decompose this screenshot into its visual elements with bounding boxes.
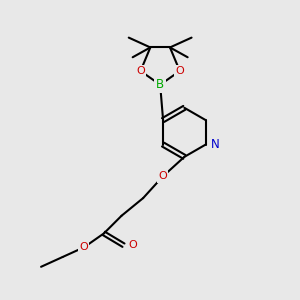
- Text: O: O: [176, 66, 184, 76]
- Text: O: O: [128, 240, 137, 250]
- Text: O: O: [79, 242, 88, 252]
- Text: B: B: [156, 78, 164, 91]
- Text: O: O: [158, 172, 167, 182]
- Text: N: N: [211, 138, 219, 151]
- Text: O: O: [136, 66, 145, 76]
